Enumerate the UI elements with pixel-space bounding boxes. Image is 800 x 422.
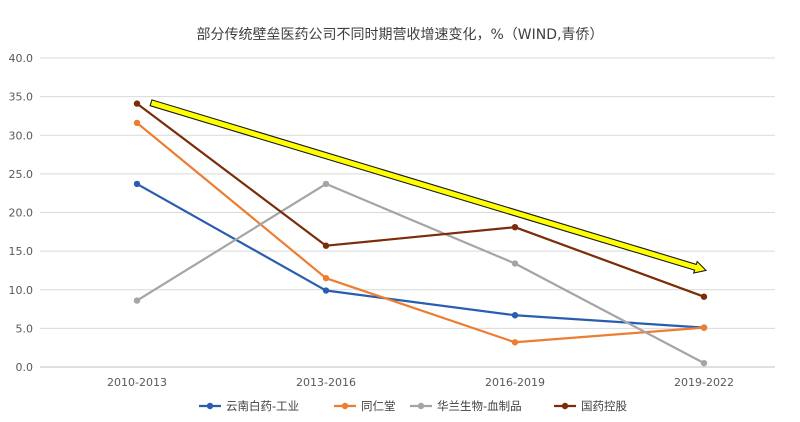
y-tick-label: 25.0 — [9, 168, 34, 181]
data-point — [511, 312, 519, 319]
data-point — [322, 287, 330, 294]
legend: 云南白药-工业 同仁堂 华兰生物-血制品 国药控股 — [199, 399, 627, 413]
legend-label: 国药控股 — [581, 399, 627, 413]
series-lines — [133, 100, 708, 367]
data-point — [511, 339, 519, 346]
legend-label: 华兰生物-血制品 — [437, 399, 522, 413]
data-point — [700, 324, 708, 331]
trend-arrow — [149, 99, 708, 274]
gridlines — [40, 57, 775, 368]
legend-marker — [417, 402, 425, 410]
series-line — [135, 121, 706, 344]
x-tick-label: 2010-2013 — [107, 376, 167, 389]
legend-label: 云南白药-工业 — [226, 399, 299, 413]
data-point — [322, 180, 330, 188]
y-tick-label: 40.0 — [9, 52, 34, 65]
series-line — [135, 182, 706, 329]
legend-marker — [561, 402, 569, 410]
x-axis-ticks: 2010-2013 2013-2016 2016-2019 2019-2022 — [107, 376, 734, 389]
series-line — [135, 102, 706, 298]
data-point — [511, 223, 519, 231]
data-point — [322, 242, 330, 249]
y-tick-label: 10.0 — [9, 284, 34, 297]
y-tick-label: 0.0 — [16, 361, 34, 374]
x-tick-label: 2019-2022 — [674, 376, 734, 389]
data-point — [133, 119, 141, 127]
chart-title: 部分传统壁垒医药公司不同时期营收增速变化，%（WIND,青侨） — [197, 27, 604, 43]
data-point — [133, 297, 141, 304]
y-tick-label: 5.0 — [16, 322, 34, 335]
y-tick-label: 35.0 — [9, 91, 34, 104]
y-tick-label: 20.0 — [9, 207, 34, 220]
data-point — [133, 180, 141, 188]
data-point — [511, 260, 519, 267]
y-tick-label: 15.0 — [9, 245, 34, 258]
series-line — [135, 182, 706, 365]
legend-marker — [341, 402, 349, 410]
y-tick-label: 30.0 — [9, 129, 34, 142]
data-point — [322, 274, 330, 282]
x-tick-label: 2016-2019 — [485, 376, 545, 389]
trend-arrow-shape — [149, 99, 708, 274]
x-tick-label: 2013-2016 — [296, 376, 356, 389]
data-point — [700, 359, 708, 367]
data-point — [700, 293, 708, 300]
y-axis-ticks: 0.0 5.0 10.0 15.0 20.0 25.0 30.0 35.0 40.0 — [9, 52, 34, 374]
legend-label: 同仁堂 — [361, 399, 396, 413]
legend-marker — [206, 402, 214, 410]
data-point — [133, 100, 141, 107]
